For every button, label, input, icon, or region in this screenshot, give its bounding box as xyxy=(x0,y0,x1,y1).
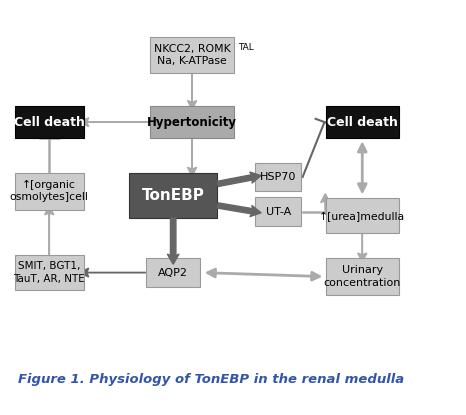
FancyArrow shape xyxy=(187,138,197,176)
Text: Hypertonicity: Hypertonicity xyxy=(147,116,237,129)
FancyBboxPatch shape xyxy=(146,258,200,287)
Text: HSP70: HSP70 xyxy=(260,172,296,182)
FancyBboxPatch shape xyxy=(326,106,399,138)
Text: NKCC2, ROMK
Na, K-ATPase: NKCC2, ROMK Na, K-ATPase xyxy=(154,44,231,66)
Text: Cell death: Cell death xyxy=(327,116,397,129)
FancyBboxPatch shape xyxy=(326,258,399,295)
Text: TonEBP: TonEBP xyxy=(142,188,205,203)
FancyBboxPatch shape xyxy=(326,198,399,233)
Text: ↑[organic
osmolytes]cell: ↑[organic osmolytes]cell xyxy=(10,180,89,203)
FancyBboxPatch shape xyxy=(150,37,234,73)
Text: Urinary
concentration: Urinary concentration xyxy=(323,266,401,288)
FancyArrow shape xyxy=(187,74,197,110)
FancyArrow shape xyxy=(217,203,261,217)
FancyBboxPatch shape xyxy=(14,173,84,210)
Text: ↑[urea]medulla: ↑[urea]medulla xyxy=(319,211,405,221)
Text: Figure 1. Physiology of TonEBP in the renal medulla: Figure 1. Physiology of TonEBP in the re… xyxy=(18,374,404,386)
FancyArrow shape xyxy=(357,233,367,262)
FancyBboxPatch shape xyxy=(255,163,302,191)
FancyBboxPatch shape xyxy=(14,106,84,138)
FancyArrow shape xyxy=(80,117,150,127)
FancyArrow shape xyxy=(321,194,330,203)
FancyBboxPatch shape xyxy=(255,198,302,226)
Text: Cell death: Cell death xyxy=(14,116,85,129)
FancyArrow shape xyxy=(217,172,261,186)
FancyArrow shape xyxy=(45,206,54,255)
FancyBboxPatch shape xyxy=(129,173,217,217)
FancyArrow shape xyxy=(80,268,145,277)
Text: TAL: TAL xyxy=(238,43,254,52)
FancyBboxPatch shape xyxy=(150,106,234,138)
Text: AQP2: AQP2 xyxy=(158,268,188,278)
FancyArrow shape xyxy=(167,218,179,264)
Text: SMIT, BGT1,
TauT, AR, NTE: SMIT, BGT1, TauT, AR, NTE xyxy=(14,261,85,284)
Text: UT-A: UT-A xyxy=(266,207,291,217)
FancyBboxPatch shape xyxy=(14,255,84,290)
